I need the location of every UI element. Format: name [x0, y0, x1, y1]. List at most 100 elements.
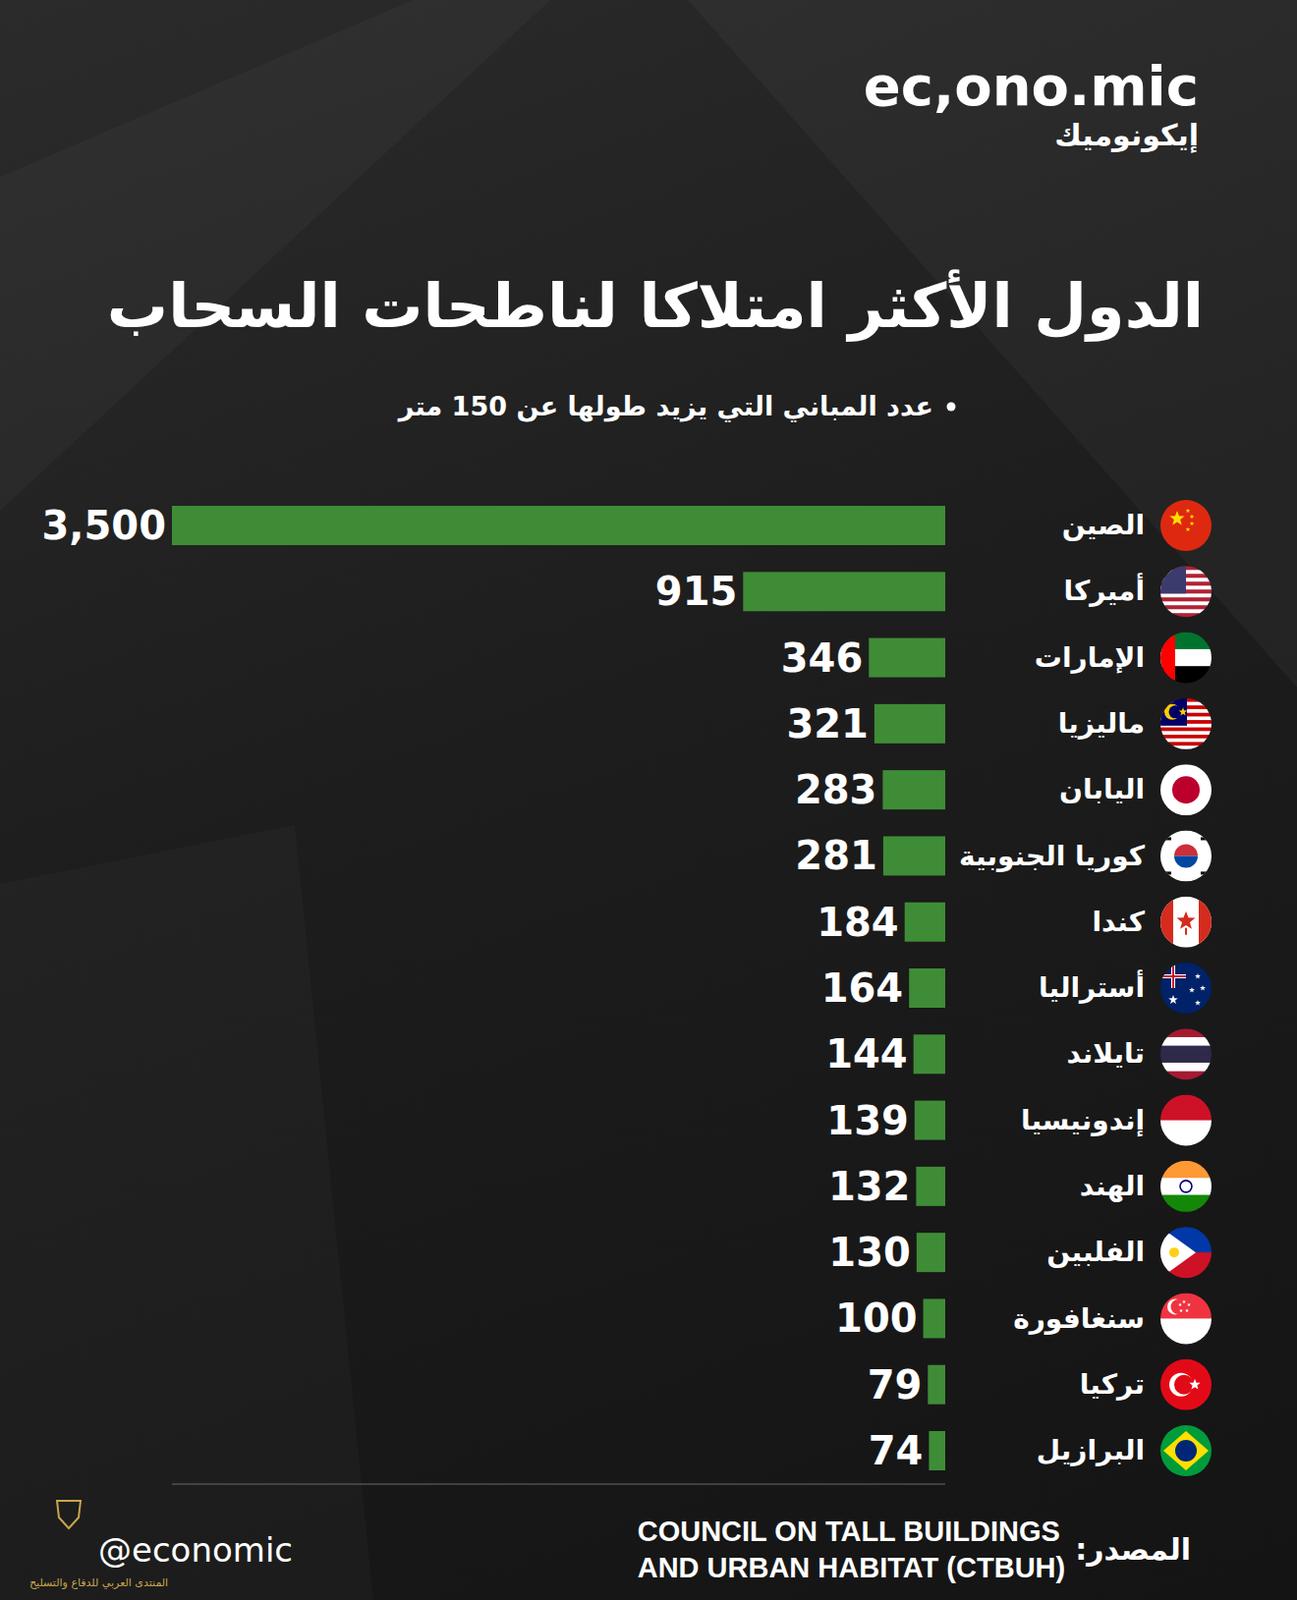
- flag-part: [1182, 1299, 1186, 1304]
- bar: [874, 704, 946, 744]
- bar: [928, 1431, 946, 1471]
- flag: [1160, 1293, 1212, 1346]
- source-line: COUNCIL ON TALL BUILDINGS: [637, 1514, 1066, 1551]
- flag-part: [1160, 597, 1212, 603]
- flag-part: [1160, 500, 1212, 552]
- category-label: ماليزيا: [1058, 707, 1145, 741]
- flag-body: [1160, 1425, 1212, 1477]
- data-label: 100: [835, 1296, 918, 1342]
- flag-part: [1172, 776, 1200, 804]
- flag-body: [1160, 698, 1212, 751]
- flag-part: [1179, 707, 1188, 716]
- source-line: AND URBAN HABITAT (CTBUH): [637, 1550, 1066, 1587]
- title: الدول الأكثر امتلاكا لناطحات السحاب: [107, 270, 1204, 343]
- category-label: تايلاند: [1067, 1037, 1146, 1072]
- flag-part: [1160, 632, 1176, 684]
- flag-body: [1160, 632, 1212, 685]
- flag-part: [1198, 897, 1212, 949]
- flag-part: [1160, 1178, 1212, 1196]
- flag: [1160, 1161, 1212, 1214]
- background: [0, 0, 1297, 1600]
- flag-part: [1171, 1299, 1186, 1315]
- flag-part: [1194, 1000, 1201, 1006]
- flag: [1160, 565, 1212, 619]
- flag-part: [1175, 1440, 1197, 1463]
- flag-body: [1160, 1028, 1212, 1081]
- flag-part: [1160, 1028, 1212, 1038]
- data-labels: 3,50091534632128328118416414413913213010…: [41, 503, 923, 1474]
- flag-part: [1160, 728, 1212, 733]
- category-label: تركيا: [1079, 1368, 1145, 1403]
- flag-part: [1160, 897, 1212, 949]
- flag-body: [1160, 962, 1212, 1015]
- flag-body: [1160, 1359, 1212, 1411]
- bar: [904, 902, 946, 943]
- flag-part: [1185, 508, 1191, 514]
- flag-part: [1169, 1373, 1193, 1398]
- flag-part: [1160, 605, 1212, 611]
- flag-part: [1188, 987, 1195, 993]
- bar: [882, 770, 946, 810]
- flag-part: [1200, 837, 1208, 841]
- flag-part: [1160, 731, 1212, 735]
- flag-body: [1160, 830, 1212, 882]
- axis-line: [171, 1484, 946, 1486]
- data-label: 139: [826, 1098, 909, 1144]
- category-label: أستراليا: [1038, 971, 1145, 1006]
- flag-part: [1160, 1121, 1212, 1148]
- data-label: 283: [794, 767, 878, 813]
- bar: [914, 1101, 946, 1141]
- flag-part: [1177, 911, 1196, 930]
- flag: [1160, 1095, 1212, 1148]
- flag-part: [1174, 1375, 1194, 1396]
- flag-part: [1186, 1302, 1191, 1307]
- flag: [1160, 1359, 1212, 1411]
- category-label: اليابان: [1059, 773, 1145, 807]
- flag-part: [1178, 1302, 1183, 1307]
- flag-part: [1179, 1308, 1184, 1313]
- flag: [1160, 830, 1212, 882]
- bar: [171, 506, 946, 546]
- flag-part: [1184, 1308, 1189, 1313]
- flag-part: [1169, 705, 1183, 719]
- flag-part: [1160, 1046, 1212, 1056]
- flag-part: [1160, 1037, 1212, 1047]
- bar: [908, 968, 946, 1009]
- flag-part: [1160, 830, 1212, 882]
- flag-body: [1160, 565, 1212, 619]
- bar: [916, 1233, 946, 1273]
- bar: [923, 1298, 946, 1339]
- flag-part: [1164, 871, 1172, 875]
- watermark-icon: [56, 1501, 81, 1529]
- flag-part: [1160, 698, 1187, 727]
- flag-body: [1160, 1293, 1212, 1346]
- flag-part: [1189, 514, 1195, 520]
- flag-part: [1169, 1247, 1180, 1258]
- flag-part: [1200, 871, 1208, 875]
- flag-part: [1160, 1054, 1212, 1064]
- category-label: الإمارات: [1034, 641, 1145, 676]
- flag-body: [1160, 500, 1212, 552]
- flag-body: [1160, 764, 1212, 816]
- bar: [927, 1365, 946, 1406]
- flag-part: [1160, 565, 1186, 594]
- flag-part: [1160, 738, 1212, 743]
- data-label: 144: [825, 1031, 908, 1077]
- flag-part: [1194, 973, 1201, 979]
- data-label: 346: [781, 635, 864, 681]
- flag: [1160, 1227, 1212, 1280]
- flag-part: [1160, 1359, 1212, 1411]
- logo: ec,ono.mic: [863, 53, 1199, 119]
- flag-part: [1160, 1425, 1212, 1477]
- flag-part: [1189, 521, 1195, 527]
- flag-part: [1160, 745, 1212, 750]
- flag: [1160, 698, 1212, 751]
- bg-shape: [687, 0, 1297, 688]
- flag-part: [1160, 1318, 1212, 1346]
- flag-part: [1160, 1195, 1212, 1214]
- category-label: البرازيل: [1036, 1434, 1145, 1468]
- category-label: الهند: [1079, 1170, 1145, 1204]
- source: COUNCIL ON TALL BUILDINGSAND URBAN HABIT…: [637, 1514, 1066, 1587]
- flag: [1160, 500, 1212, 552]
- category-label: أميركا: [1063, 574, 1145, 609]
